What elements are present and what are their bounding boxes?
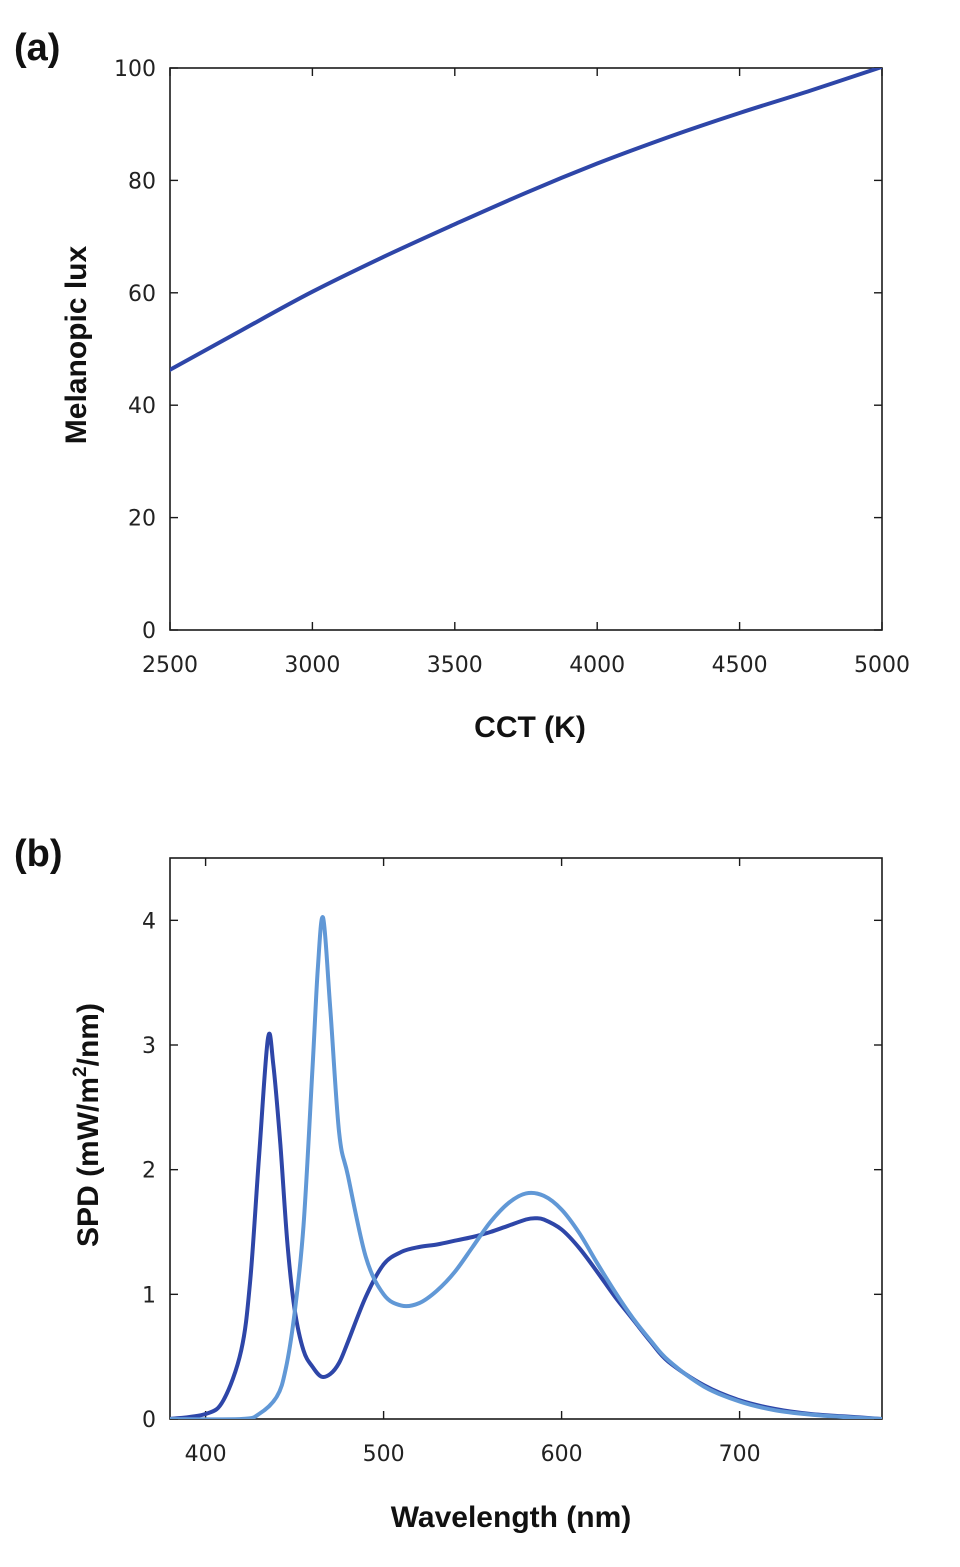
series-line-1 — [170, 1031, 882, 1419]
panel-a-y-axis-title: Melanopic lux — [60, 246, 93, 445]
x-tick-label: 4000 — [569, 653, 625, 678]
x-tick-label: 4500 — [712, 653, 768, 678]
panel-b-plot-frame — [169, 857, 883, 1420]
panel-a-x-axis: 2500 3000 3500 4000 4500 5000 — [142, 68, 910, 678]
y-tick-label: 2 — [142, 1159, 156, 1184]
x-tick-label: 500 — [363, 1442, 405, 1467]
panel-b-y-title-superscript: 2 — [70, 1066, 91, 1077]
y-tick-label: 4 — [142, 909, 156, 934]
y-tick-label: 60 — [128, 282, 156, 307]
y-tick-label: 80 — [128, 169, 156, 194]
y-tick-label: 100 — [114, 57, 156, 82]
y-tick-label: 0 — [142, 1408, 156, 1433]
y-tick-label: 0 — [142, 619, 156, 644]
panel-a: (a) 2500 3000 3500 4000 4500 5000 0 20 40 60 80 10… — [14, 27, 910, 744]
series-line-1 — [170, 68, 882, 372]
panel-a-y-axis: 0 20 40 60 80 100 — [114, 57, 882, 644]
y-tick-label: 1 — [142, 1283, 156, 1308]
panel-b-y-title-part-1: SPD (mW/m — [72, 1077, 105, 1247]
y-tick-label: 40 — [128, 394, 156, 419]
panel-a-plot-frame — [169, 67, 883, 631]
panel-b-x-axis: 400 500 600 700 — [185, 858, 761, 1467]
panel-b-y-axis: 0 1 2 3 4 — [142, 909, 882, 1433]
x-tick-label: 5000 — [854, 653, 910, 678]
panel-a-label: (a) — [14, 27, 60, 69]
panel-b-label: (b) — [14, 833, 63, 875]
panel-b: (b) 400 500 600 700 0 1 2 3 4 Wavelength (nm) S… — [14, 833, 883, 1534]
panel-b-series — [170, 915, 882, 1419]
panel-a-x-axis-title: CCT (K) — [474, 711, 586, 744]
panel-a-series — [170, 68, 882, 372]
x-tick-label: 600 — [541, 1442, 583, 1467]
panel-b-y-title-part-2: /nm) — [72, 1003, 105, 1066]
x-tick-label: 700 — [719, 1442, 761, 1467]
x-tick-label: 400 — [185, 1442, 227, 1467]
x-tick-label: 3500 — [427, 653, 483, 678]
panel-b-y-axis-title: SPD (mW/m2/nm) — [70, 1003, 105, 1247]
panel-b-x-axis-title: Wavelength (nm) — [391, 1501, 632, 1534]
x-tick-label: 3000 — [284, 653, 340, 678]
y-tick-label: 3 — [142, 1034, 156, 1059]
y-tick-label: 20 — [128, 507, 156, 532]
series-line-2 — [170, 915, 882, 1419]
x-tick-label: 2500 — [142, 653, 198, 678]
